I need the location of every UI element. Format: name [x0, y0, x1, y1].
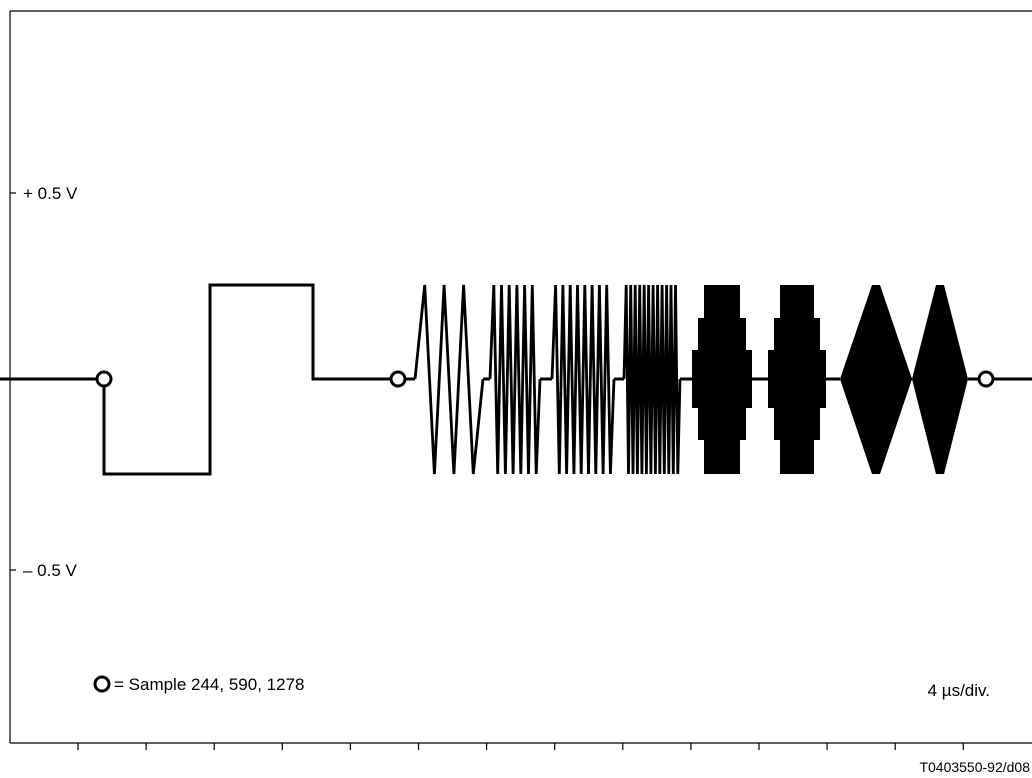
square-pulse: [0, 283, 398, 476]
figure-code: T0403550-92/d08: [919, 759, 1030, 775]
diamond-envelope-2: [912, 285, 968, 474]
timebase-label: 4 µs/div.: [928, 681, 990, 700]
burst-12-cycles: [622, 284, 682, 475]
burst-8-cycles: [550, 284, 616, 475]
burst-3-cycles: [413, 284, 485, 475]
plus-level-label: + 0.5 V: [23, 184, 78, 203]
burst-6-cycles: [488, 284, 542, 475]
time-axis-ticks: [77, 743, 964, 750]
waveform-trace: [0, 283, 1032, 476]
sample-marker-icon: [389, 370, 407, 388]
minus-level-label: – 0.5 V: [23, 561, 78, 580]
sample-marker-icon: [95, 370, 113, 388]
legend-text: = Sample 244, 590, 1278: [114, 675, 304, 694]
sample-marker-icon: [977, 370, 995, 388]
dense-block-1: [692, 285, 752, 474]
diamond-envelope-1: [840, 285, 912, 474]
legend-sample-marker-icon: [93, 675, 111, 693]
dense-block-2: [768, 285, 826, 474]
